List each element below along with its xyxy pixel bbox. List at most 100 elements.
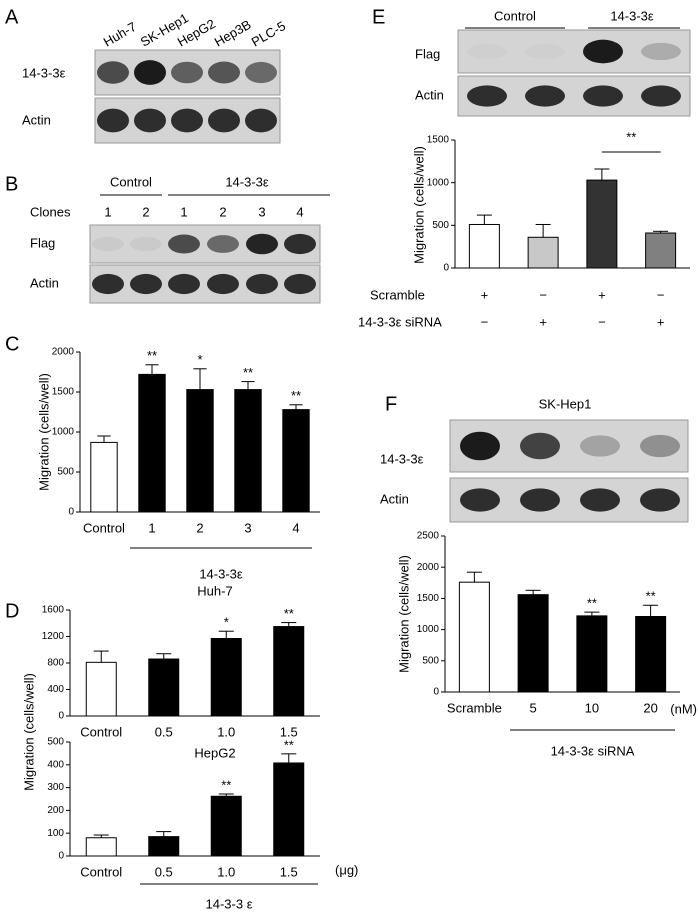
significance-label: ** bbox=[646, 589, 656, 604]
blot-band bbox=[520, 432, 560, 460]
significance-label: * bbox=[197, 352, 202, 367]
blot-band bbox=[207, 235, 239, 253]
group-label: 14-3-3ε bbox=[199, 566, 243, 581]
blot-row-label: 14-3-3ε bbox=[22, 65, 66, 80]
panel-letter: F bbox=[385, 393, 397, 415]
clones-label: Clones bbox=[30, 204, 71, 219]
bar bbox=[90, 441, 118, 513]
blot-band bbox=[134, 108, 166, 133]
unit-label: (μg) bbox=[335, 862, 358, 877]
y-tick-label: 0 bbox=[68, 507, 74, 518]
blot-band bbox=[641, 42, 681, 61]
panel-letter: D bbox=[5, 600, 19, 622]
blot-band bbox=[245, 61, 277, 84]
y-tick-label: 0 bbox=[433, 687, 439, 698]
significance-label: ** bbox=[284, 606, 294, 621]
y-axis-label: Migration (cells/well) bbox=[411, 146, 426, 264]
bar bbox=[576, 615, 608, 693]
blot-band bbox=[92, 273, 124, 295]
y-tick-label: 1000 bbox=[417, 624, 440, 635]
blot-band bbox=[97, 108, 129, 133]
blot-row-label: Actin bbox=[380, 491, 409, 506]
blot-band bbox=[246, 273, 278, 295]
blot-band bbox=[284, 273, 316, 295]
condition-sign: − bbox=[481, 314, 489, 329]
panel-letter: E bbox=[372, 6, 385, 28]
blot-band bbox=[641, 85, 681, 107]
panel-letter: B bbox=[5, 173, 18, 195]
y-tick-label: 800 bbox=[47, 658, 64, 669]
significance-label: ** bbox=[284, 737, 294, 752]
clone-number: 4 bbox=[296, 204, 303, 219]
condition-sign: + bbox=[657, 314, 665, 329]
y-tick-label: 300 bbox=[47, 782, 64, 793]
x-tick-label: Control bbox=[83, 520, 125, 535]
x-tick-label: Scramble bbox=[447, 700, 502, 715]
blot-band bbox=[134, 60, 166, 85]
condition-sign: − bbox=[657, 287, 665, 302]
lane-label: Huh-7 bbox=[101, 19, 139, 50]
x-tick-label: 3 bbox=[244, 520, 251, 535]
y-tick-label: 1600 bbox=[42, 605, 65, 616]
blot-band bbox=[208, 108, 240, 133]
bar bbox=[85, 837, 117, 857]
x-tick-label: Control bbox=[80, 864, 122, 879]
bar bbox=[138, 373, 166, 513]
bar bbox=[586, 179, 618, 269]
y-axis-label: Migration (cells/well) bbox=[36, 373, 51, 491]
significance-label: ** bbox=[291, 388, 301, 403]
significance-label: ** bbox=[147, 348, 157, 363]
group-label: 14-3-3 ε bbox=[206, 896, 253, 911]
bar bbox=[85, 661, 117, 717]
blot-band bbox=[245, 108, 277, 133]
clone-number: 2 bbox=[142, 204, 149, 219]
blot-row-label: 14-3-3ε bbox=[380, 451, 424, 466]
condition-label: Scramble bbox=[370, 287, 425, 302]
condition-sign: + bbox=[539, 314, 547, 329]
blot-band bbox=[525, 85, 565, 107]
y-tick-label: 200 bbox=[47, 805, 64, 816]
clone-number: 3 bbox=[258, 204, 265, 219]
significance-label: ** bbox=[587, 596, 597, 611]
significance-label: ** bbox=[221, 777, 231, 792]
x-tick-label: 5 bbox=[530, 700, 537, 715]
bar bbox=[210, 795, 242, 857]
bar bbox=[645, 232, 677, 269]
blot-band bbox=[208, 61, 240, 84]
significance-label: ** bbox=[243, 365, 253, 380]
significance-label: ** bbox=[626, 129, 636, 144]
y-tick-label: 1200 bbox=[42, 631, 65, 642]
blot-row-label: Flag bbox=[30, 235, 55, 250]
blot-band bbox=[171, 108, 203, 133]
unit-label: (nM) bbox=[670, 701, 697, 716]
blot-band bbox=[467, 85, 507, 107]
group-label: 14-3-3ε bbox=[225, 174, 269, 189]
bar bbox=[517, 594, 549, 693]
bar bbox=[186, 389, 214, 513]
y-tick-label: 400 bbox=[47, 759, 64, 770]
blot-band bbox=[207, 273, 239, 295]
bar bbox=[148, 836, 180, 857]
blot-row-label: Flag bbox=[415, 46, 440, 61]
blot-band bbox=[168, 234, 200, 254]
blot-band bbox=[520, 488, 560, 512]
blot-band bbox=[284, 233, 316, 255]
blot-row-label: Actin bbox=[22, 112, 51, 127]
blot-title: SK-Hep1 bbox=[539, 396, 592, 411]
y-tick-label: 1500 bbox=[52, 387, 75, 398]
bar bbox=[458, 581, 490, 693]
x-tick-label: 2 bbox=[196, 520, 203, 535]
chart-title: Huh-7 bbox=[197, 583, 232, 598]
blot-band bbox=[246, 233, 278, 255]
blot-band bbox=[168, 273, 200, 295]
x-tick-label: 1.5 bbox=[280, 864, 298, 879]
y-tick-label: 400 bbox=[47, 684, 64, 695]
y-tick-label: 1500 bbox=[417, 593, 440, 604]
bar bbox=[468, 223, 500, 269]
clone-number: 2 bbox=[219, 204, 226, 219]
blot-band bbox=[467, 44, 507, 60]
condition-sign: + bbox=[481, 287, 489, 302]
bar bbox=[635, 615, 667, 693]
x-tick-label: 1 bbox=[148, 520, 155, 535]
